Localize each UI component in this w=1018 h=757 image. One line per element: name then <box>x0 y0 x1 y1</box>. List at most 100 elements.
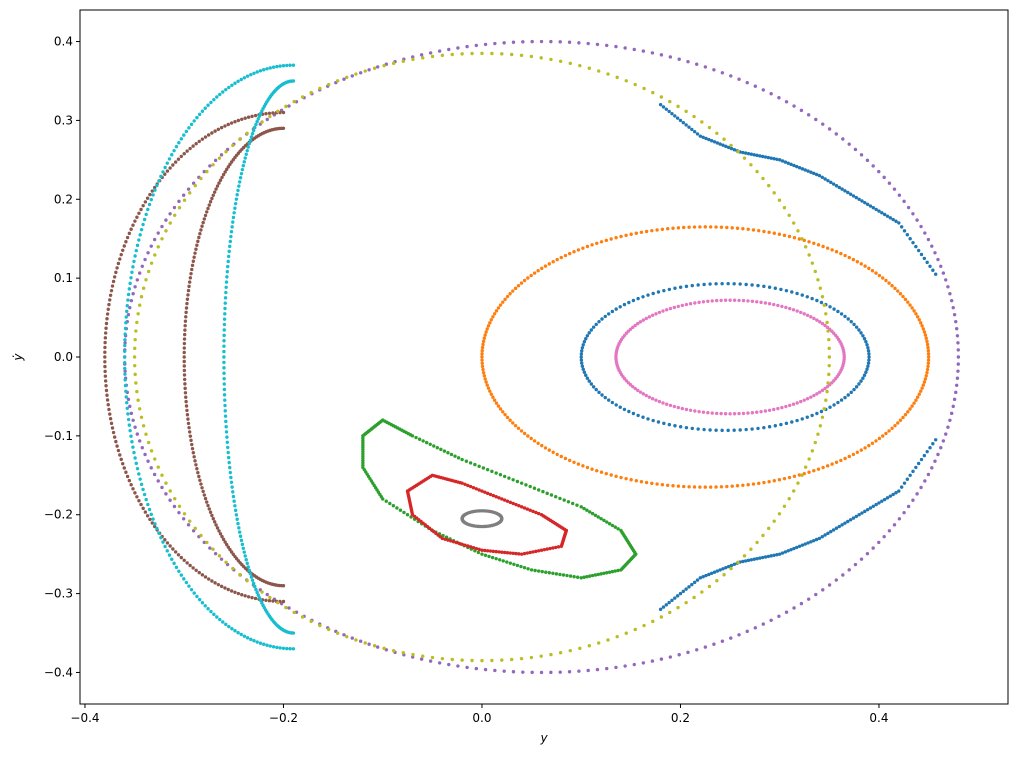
orbit-5-point <box>834 578 838 582</box>
orbit-9-point <box>411 57 415 62</box>
orbit-7-point <box>636 321 640 326</box>
orbit-1-point <box>589 382 594 386</box>
orbit-2-point <box>480 352 484 356</box>
orbit-10-point <box>222 382 226 386</box>
orbit-2-point <box>511 289 515 293</box>
orbit-1-point <box>673 286 677 290</box>
orbit-10-point <box>245 148 249 153</box>
orbit-2-point <box>526 276 530 280</box>
orbit-1c-point <box>919 457 924 462</box>
orbit-3-point <box>424 440 429 445</box>
orbit-1b-point <box>840 187 844 191</box>
orbit-1b-point <box>749 152 754 156</box>
orbit-1b-point <box>843 189 847 193</box>
orbit-4-point <box>497 550 501 554</box>
orbit-6-point <box>243 594 247 598</box>
y-tick-label: −0.2 <box>44 508 73 522</box>
orbit-6-point <box>271 111 275 115</box>
orbit-6-point <box>194 568 198 573</box>
orbit-4-point <box>505 551 510 555</box>
orbit-10-point <box>244 557 248 562</box>
orbit-6-point <box>264 598 268 602</box>
orbit-6-point <box>228 547 232 552</box>
orbit-5-point <box>659 53 664 57</box>
orbit-2-point <box>590 467 594 471</box>
y-tick-label: −0.3 <box>44 587 73 601</box>
orbit-2-point <box>901 415 905 420</box>
orbit-1c-point <box>792 546 796 551</box>
orbit-5-point <box>827 127 832 131</box>
orbit-10-point <box>222 322 227 327</box>
orbit-10-point <box>222 355 226 359</box>
orbit-1b-point <box>877 209 881 213</box>
orbit-5-point <box>483 667 488 672</box>
orbit-6-point <box>184 315 188 319</box>
orbit-5-point <box>465 665 469 670</box>
orbit-1b-point <box>848 192 853 196</box>
orbit-5-point <box>502 41 506 45</box>
orbit-2-point <box>639 479 644 484</box>
orbit-5-point <box>483 42 488 47</box>
orbit-2-point <box>671 484 675 488</box>
orbit-9-point <box>749 547 753 551</box>
orbit-1c-point <box>806 541 810 545</box>
orbit-4-point <box>491 493 496 498</box>
orbit-1-point <box>587 331 591 335</box>
orbit-5-point <box>375 645 380 649</box>
orbit-10-point <box>281 646 286 650</box>
orbit-6-point <box>141 203 145 208</box>
orbit-4-point <box>463 543 467 547</box>
orbit-9-point <box>767 526 771 531</box>
orbit-5-point <box>668 655 673 659</box>
orbit-7-point <box>809 395 813 399</box>
orbit-9-point <box>490 51 494 56</box>
orbit-6-point <box>165 169 170 173</box>
orbit-10-point <box>182 577 186 581</box>
orbit-9-point <box>597 69 601 73</box>
orbit-6-point <box>205 500 209 504</box>
orbit-1-point <box>690 283 694 288</box>
orbit-7-point <box>650 397 655 401</box>
orbit-9-point <box>587 644 592 648</box>
orbit-5-point <box>208 546 212 550</box>
orbit-9-point <box>480 51 484 56</box>
orbit-3-point <box>497 558 502 562</box>
orbit-10-point <box>125 400 129 405</box>
orbit-5-point <box>650 659 655 663</box>
orbit-10-point <box>233 508 238 513</box>
orbit-1b-point <box>860 199 864 203</box>
orbit-6-point <box>133 491 137 495</box>
orbit-2-point <box>576 248 581 252</box>
orbit-6-point <box>135 495 139 499</box>
orbit-10-point <box>255 590 259 595</box>
orbit-3-point <box>439 447 443 452</box>
orbit-2-point <box>655 482 659 486</box>
orbit-10-point <box>126 292 131 297</box>
orbit-2-point <box>925 339 929 344</box>
orbit-6-point <box>171 547 175 551</box>
orbit-10-point <box>246 565 250 569</box>
orbit-5-point <box>877 169 881 174</box>
orbit-3-point <box>512 562 516 566</box>
orbit-7-point <box>654 312 658 316</box>
orbit-2-point <box>782 233 787 238</box>
orbit-6-point <box>184 395 188 399</box>
orbit-10-point <box>240 542 245 547</box>
orbit-2-point <box>614 236 618 240</box>
orbit-9-point <box>245 131 249 136</box>
orbit-10-point <box>130 440 134 444</box>
orbit-10-point <box>222 344 226 348</box>
orbit-6-point <box>218 532 223 536</box>
orbit-7-point <box>664 308 669 312</box>
orbit-1b-point <box>681 120 686 125</box>
orbit-7-point <box>688 302 693 306</box>
orbit-1b-point <box>772 157 776 161</box>
orbit-9-point <box>421 654 425 658</box>
orbit-2-point <box>703 225 707 229</box>
orbit-2-point <box>671 226 675 230</box>
orbit-1b-point <box>709 138 714 143</box>
orbit-1-point <box>714 282 718 286</box>
orbit-2-point <box>590 243 594 247</box>
orbit-10-point <box>123 366 127 371</box>
orbit-2-point <box>915 315 920 319</box>
